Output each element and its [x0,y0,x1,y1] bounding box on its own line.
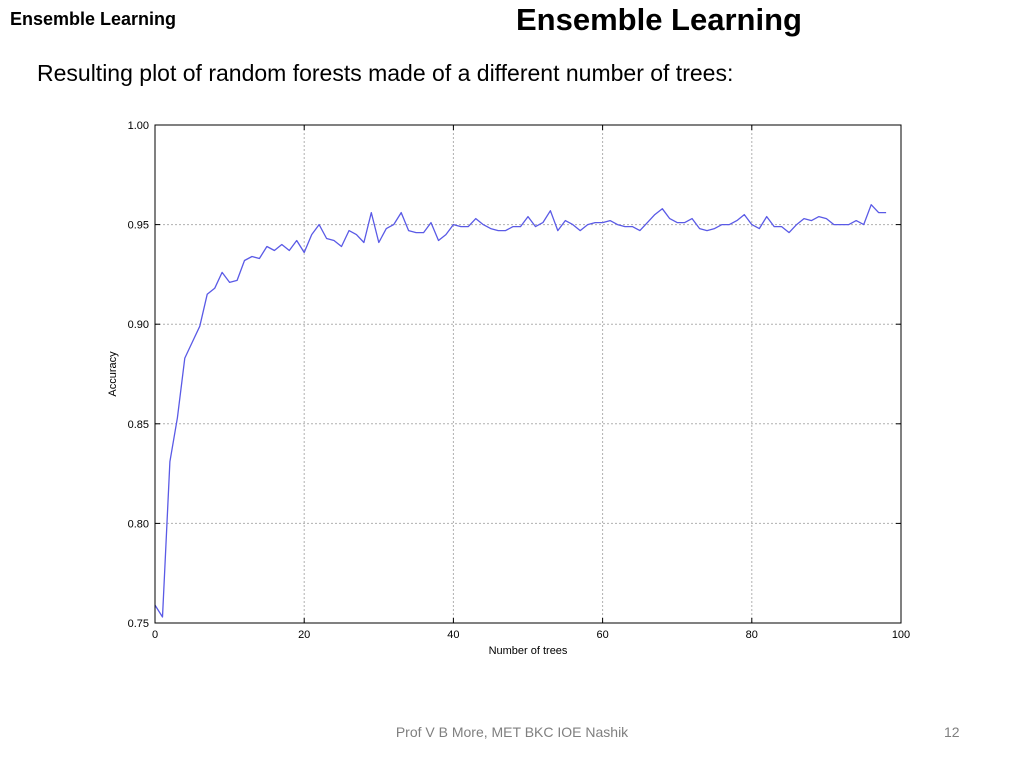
y-axis-label: Accuracy [107,351,119,397]
slide-title: Ensemble Learning [516,2,802,37]
x-tick-label: 100 [892,629,910,641]
y-tick-label: 0.95 [128,220,149,232]
footer-credit: Prof V B More, MET BKC IOE Nashik [395,724,629,740]
slide-subtitle: Resulting plot of random forests made of… [37,60,734,86]
page-number: 12 [944,724,960,740]
grid [155,125,901,623]
y-tick-label: 1.00 [128,120,149,132]
y-tick-label: 0.90 [128,319,149,331]
corner-title: Ensemble Learning [10,9,177,29]
accuracy-line-chart: 0 20 40 60 80 100 0.75 0.80 0.85 0.90 0.95 1.00 Num… [107,120,911,657]
accuracy-series-line [154,204,887,618]
x-tick-label: 80 [746,629,758,641]
x-tick-label: 20 [298,629,310,641]
y-tick-label: 0.80 [128,518,149,530]
x-tick-label: 40 [447,629,459,641]
y-tick-label: 0.85 [128,419,149,431]
y-tick-label: 0.75 [128,618,149,630]
x-axis-label: Number of trees [489,645,568,657]
series-layer [154,204,887,618]
plot-frame [154,124,902,624]
x-tick-label: 0 [152,629,158,641]
x-tick-label: 60 [596,629,608,641]
tick-layer: 0 20 40 60 80 100 0.75 0.80 0.85 0.90 0.95 1.00 [128,120,911,641]
